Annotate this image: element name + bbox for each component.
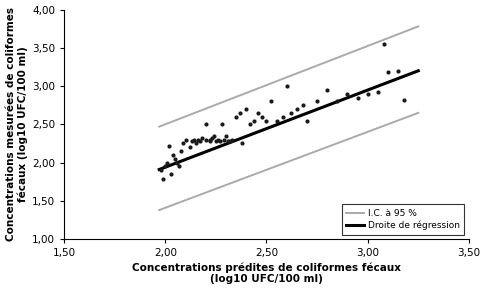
Point <box>206 139 214 144</box>
Point <box>267 99 275 104</box>
Point <box>232 114 240 119</box>
Point <box>172 157 179 161</box>
Point <box>333 99 341 104</box>
Point <box>354 95 362 100</box>
Point <box>190 137 197 142</box>
Point <box>159 177 167 182</box>
I.C. à 95 % <box>156 125 162 128</box>
I.C. à 95 % <box>416 25 421 28</box>
Point <box>174 160 181 165</box>
Point <box>246 122 254 127</box>
Droite de régression <box>416 69 421 72</box>
Point <box>202 137 209 142</box>
Point <box>374 90 382 95</box>
Line: Droite de régression: Droite de régression <box>159 71 418 170</box>
Point <box>224 139 232 144</box>
Line: I.C. à 95 %: I.C. à 95 % <box>159 26 418 127</box>
Point <box>220 137 228 142</box>
Point <box>299 103 307 108</box>
Point <box>177 149 185 153</box>
Point <box>313 99 321 104</box>
Point <box>196 139 204 144</box>
Point <box>180 141 188 146</box>
Point <box>192 141 200 146</box>
Point <box>283 84 291 88</box>
Point <box>259 114 266 119</box>
Point <box>250 118 258 123</box>
Point <box>212 139 220 144</box>
Point <box>170 153 177 157</box>
Point <box>380 42 388 46</box>
Droite de régression <box>156 168 162 171</box>
Point <box>255 110 262 115</box>
Point <box>222 133 230 138</box>
Point <box>228 137 236 142</box>
Point <box>214 137 222 142</box>
Point <box>194 137 202 142</box>
Point <box>198 136 206 140</box>
Point <box>287 110 295 115</box>
Point <box>243 107 250 111</box>
Point <box>208 136 216 140</box>
Point <box>206 137 214 142</box>
Point <box>168 172 175 176</box>
Point <box>157 168 165 173</box>
Point <box>226 139 234 144</box>
Point <box>273 118 280 123</box>
Point <box>279 114 287 119</box>
Point <box>323 88 331 92</box>
Point <box>163 160 171 165</box>
Point <box>394 68 402 73</box>
Point <box>400 97 408 102</box>
Point <box>210 133 218 138</box>
Point <box>262 118 270 123</box>
X-axis label: Concentrations prédites de coliformes fécaux
(log10 UFC/100 ml): Concentrations prédites de coliformes fé… <box>132 262 401 284</box>
Point <box>175 164 183 169</box>
Y-axis label: Concentrations mesurées de coliformes
fécaux (log10 UFC/100 ml): Concentrations mesurées de coliformes fé… <box>5 7 28 241</box>
Point <box>344 91 351 96</box>
Point <box>293 107 301 111</box>
Point <box>161 164 169 169</box>
Point <box>182 137 190 142</box>
Point <box>238 141 246 146</box>
Point <box>364 91 372 96</box>
Point <box>303 118 311 123</box>
Point <box>186 145 193 150</box>
Legend: I.C. à 95 %, Droite de régression: I.C. à 95 %, Droite de régression <box>342 204 464 235</box>
Point <box>188 139 195 144</box>
Point <box>384 70 392 75</box>
Point <box>165 144 173 148</box>
Point <box>202 122 209 127</box>
Point <box>218 122 226 127</box>
Point <box>216 139 224 144</box>
Point <box>236 110 244 115</box>
